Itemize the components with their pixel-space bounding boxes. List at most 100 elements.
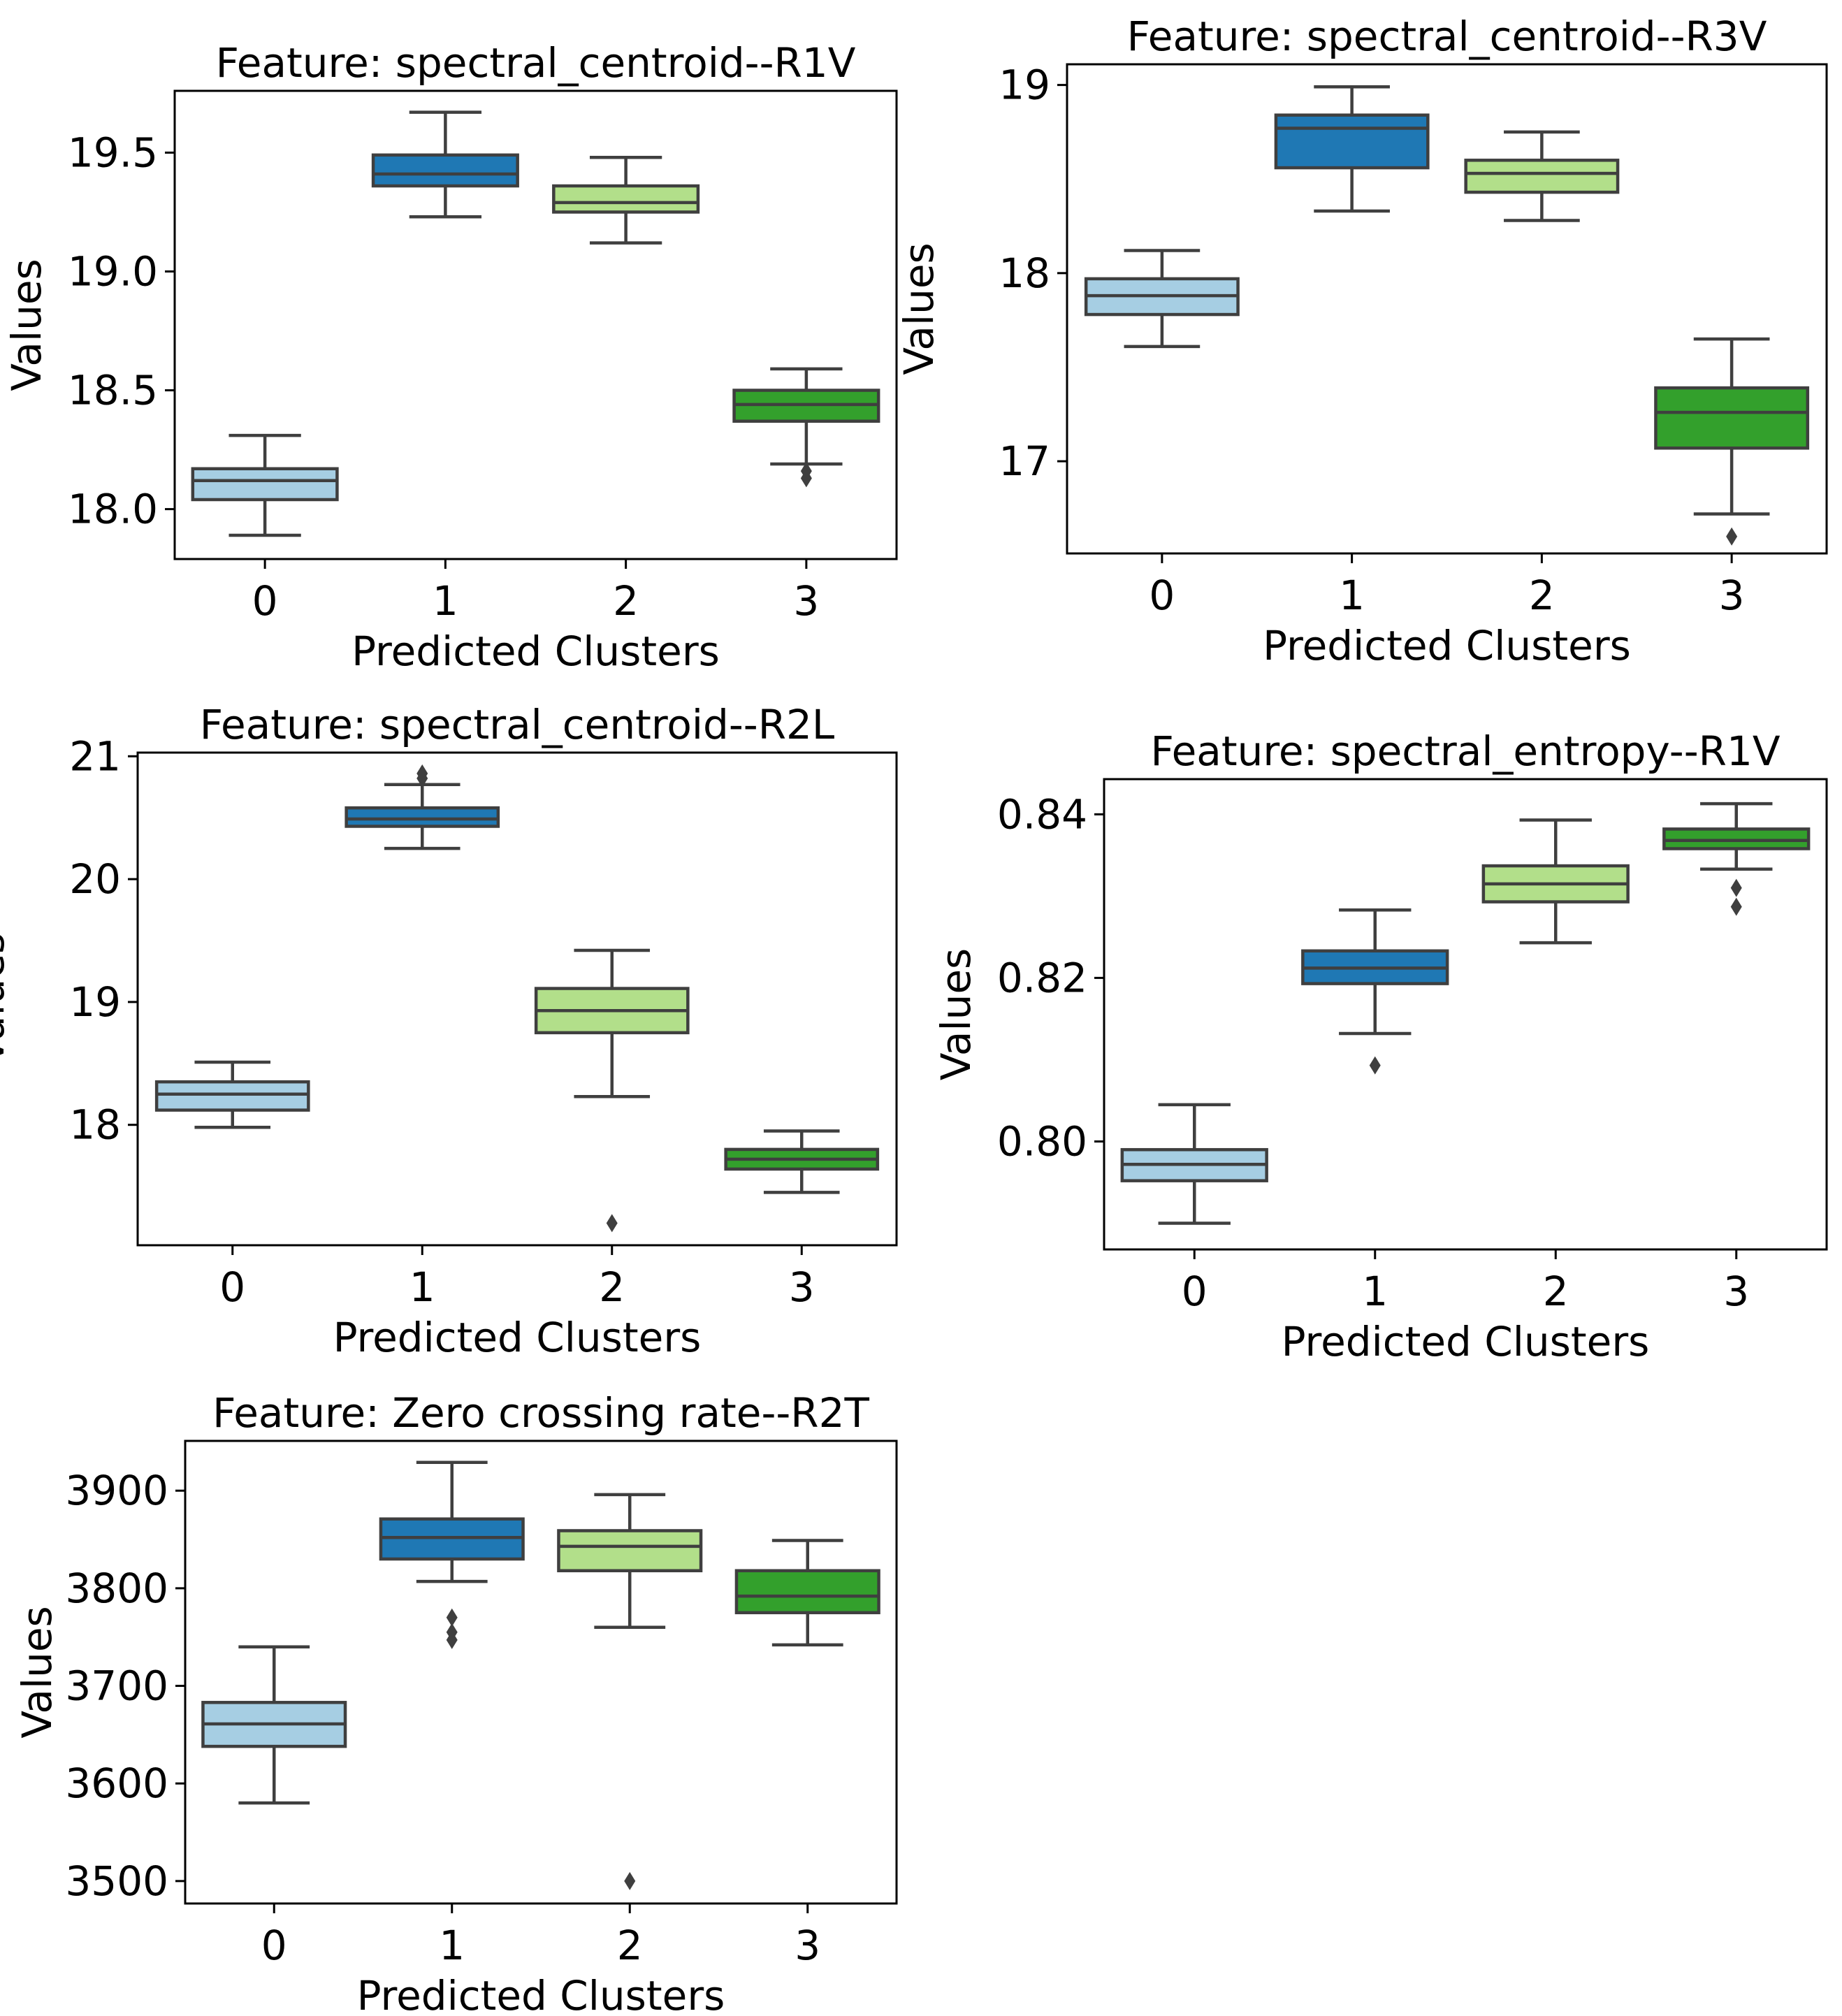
y-tick-label: 3600 [65, 1760, 168, 1807]
x-tick-label: 3 [789, 1263, 815, 1311]
x-tick-label: 0 [1149, 572, 1175, 619]
box-cluster-0 [1120, 1103, 1268, 1225]
chart-title: Feature: spectral_centroid--R1V [216, 39, 856, 87]
axes-frame [136, 751, 898, 1247]
x-tick-label: 2 [1529, 572, 1555, 619]
iqr-box [154, 1080, 310, 1112]
box-plot-panel-4: 3500 3600 3700 3800 3900 0 1 2 3 Feature: Zero cr… [13, 1389, 898, 2016]
box-cluster-3 [734, 1539, 880, 1647]
y-axis-label: Values [932, 948, 980, 1081]
box-cluster-2 [1481, 818, 1630, 945]
box-cluster-1 [379, 1460, 525, 1649]
iqr-box [191, 467, 339, 502]
outlier-point [606, 1214, 618, 1233]
y-tick-label: 3800 [65, 1565, 168, 1612]
box-plot-panel-3: 0.80 0.82 0.84 0 1 2 3 Feature: spectral_entrop… [932, 727, 1828, 1365]
chart-title: Feature: spectral_centroid--R3V [1127, 13, 1767, 60]
box-cluster-0 [154, 1060, 310, 1129]
box-cluster-1 [345, 764, 500, 850]
outlier-point [1726, 527, 1738, 546]
chart-title: Feature: Zero crossing rate--R2T [212, 1389, 869, 1437]
axes-frame [173, 89, 898, 560]
box-plot-panel-1: 17 18 19 0 1 2 3 Feature: spectral_centroid--R3… [895, 13, 1828, 669]
outlier-point [1730, 897, 1742, 916]
box-cluster-3 [1654, 337, 1810, 546]
x-axis-label: Predicted Clusters [333, 1314, 702, 1361]
box-cluster-0 [191, 433, 339, 537]
y-tick-label: 19.5 [68, 129, 158, 176]
y-tick-label: 0.80 [997, 1118, 1087, 1166]
x-tick-label: 2 [613, 577, 639, 625]
y-tick-label: 17 [999, 437, 1050, 485]
outlier-point [1369, 1056, 1381, 1075]
box-cluster-3 [724, 1129, 880, 1194]
outlier-point [446, 1608, 458, 1627]
box-cluster-1 [371, 110, 519, 219]
x-axis-label: Predicted Clusters [351, 628, 720, 675]
box-cluster-2 [1464, 130, 1620, 222]
outlier-point [446, 1623, 458, 1641]
y-axis-label: Values [13, 1606, 61, 1739]
iqr-box [345, 806, 500, 828]
box-cluster-2 [557, 1493, 703, 1890]
box-cluster-0 [1084, 249, 1240, 349]
x-tick-label: 1 [409, 1263, 435, 1311]
iqr-box [734, 1569, 880, 1615]
outlier-point [416, 764, 428, 783]
x-tick-label: 1 [439, 1922, 465, 1969]
iqr-box [557, 1529, 703, 1573]
x-axis-label: Predicted Clusters [1282, 1318, 1650, 1365]
y-tick-label: 3500 [65, 1857, 168, 1905]
iqr-box [1464, 159, 1620, 194]
x-axis-label: Predicted Clusters [1263, 622, 1631, 669]
outlier-point [800, 462, 812, 481]
x-tick-label: 3 [1723, 1268, 1749, 1315]
iqr-box [371, 153, 519, 188]
x-tick-label: 0 [1182, 1268, 1208, 1315]
outlier-point [624, 1871, 636, 1890]
x-tick-label: 1 [1362, 1268, 1388, 1315]
x-tick-label: 2 [599, 1263, 625, 1311]
y-tick-label: 19 [69, 978, 121, 1026]
y-tick-label: 21 [69, 732, 121, 780]
y-axis-label: Values [0, 933, 13, 1066]
y-tick-label: 19 [999, 61, 1050, 109]
y-tick-label: 20 [69, 855, 121, 903]
y-axis-label: Values [895, 242, 943, 375]
x-tick-label: 0 [219, 1263, 245, 1311]
axes-frame [1103, 778, 1828, 1251]
box-plot-panel-0: 18.0 18.5 19.0 19.5 0 1 2 3 Feature: spectral_ce… [3, 39, 898, 675]
x-tick-label: 2 [617, 1922, 643, 1969]
y-tick-label: 18.5 [68, 367, 158, 414]
x-tick-label: 3 [795, 1922, 820, 1969]
box-cluster-0 [201, 1645, 347, 1805]
outlier-point [1730, 878, 1742, 897]
y-tick-label: 19.0 [68, 247, 158, 295]
box-cluster-3 [1662, 802, 1811, 916]
axes-frame [1066, 63, 1828, 555]
x-axis-label: Predicted Clusters [357, 1972, 725, 2016]
y-tick-label: 3900 [65, 1467, 168, 1514]
x-tick-label: 0 [252, 577, 278, 625]
y-tick-label: 0.82 [997, 954, 1087, 1001]
chart-title: Feature: spectral_centroid--R2L [200, 701, 834, 748]
box-cluster-2 [534, 948, 690, 1233]
x-tick-label: 3 [793, 577, 819, 625]
x-tick-label: 0 [261, 1922, 287, 1969]
y-axis-label: Values [3, 259, 50, 391]
y-tick-label: 18.0 [68, 486, 158, 533]
iqr-box [1274, 113, 1430, 170]
box-cluster-1 [1301, 908, 1449, 1075]
box-cluster-1 [1274, 85, 1430, 213]
y-tick-label: 18 [999, 249, 1050, 297]
x-tick-label: 2 [1543, 1268, 1569, 1315]
x-tick-label: 1 [433, 577, 458, 625]
axes-frame [184, 1440, 898, 1905]
y-tick-label: 0.84 [997, 790, 1087, 838]
iqr-box [552, 184, 700, 214]
x-tick-label: 1 [1339, 572, 1365, 619]
box-cluster-3 [732, 367, 880, 488]
y-tick-label: 3700 [65, 1662, 168, 1710]
